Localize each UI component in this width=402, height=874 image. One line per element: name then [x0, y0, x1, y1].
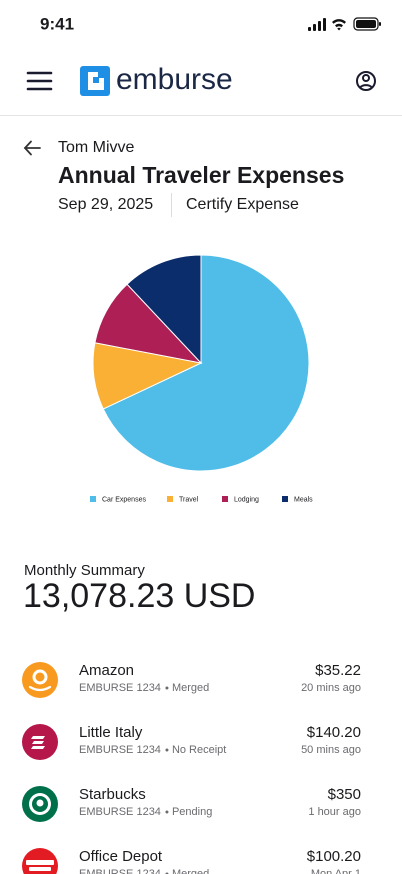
separator-dot: [165, 686, 169, 690]
logo-shape: [32, 669, 48, 685]
separator-dot: [165, 810, 169, 814]
logo-shape: [26, 860, 54, 865]
time-ago: 50 mins ago: [301, 744, 361, 756]
transaction-row[interactable]: Office Depot EMBURSE 1234 Merged $100.20 Mon…: [22, 848, 361, 874]
legend-swatch: [282, 496, 288, 502]
transaction-row[interactable]: Little Italy EMBURSE 1234 No Receipt $140.2…: [22, 724, 361, 760]
summary-amount: 13,078.23 USD: [23, 577, 256, 615]
pie-chart: [92, 254, 310, 472]
legend-swatch: [222, 496, 228, 502]
report-date: Sep 29, 2025: [58, 196, 153, 213]
transaction-list: Amazon EMBURSE 1234 Merged $35.22 20 mins ag…: [22, 662, 361, 874]
pie-slice: [102, 254, 310, 472]
amount: $350: [328, 786, 361, 803]
receipt-status: Pending: [172, 806, 212, 818]
time-ago: 20 mins ago: [301, 682, 361, 694]
profile-button[interactable]: [356, 71, 376, 91]
amount: $35.22: [315, 662, 361, 679]
merchant-name: Little Italy: [79, 724, 143, 741]
legend-swatch: [167, 496, 173, 502]
time-ago: 1 hour ago: [308, 806, 361, 818]
status-icons: [308, 17, 381, 31]
card-account: EMBURSE 1234: [79, 744, 161, 756]
separator-dot: [165, 748, 169, 752]
legend-label: Car Expenses: [102, 496, 146, 503]
amount: $100.20: [307, 848, 361, 865]
merchant-name: Amazon: [79, 662, 134, 679]
legend: Car Expenses Travel Lodging Meals: [90, 496, 313, 503]
merchant-logo: [22, 662, 58, 698]
legend-label: Meals: [294, 496, 313, 503]
logo-shape: [28, 685, 52, 692]
certify-expense[interactable]: Certify Expense: [186, 196, 299, 213]
legend-swatch: [90, 496, 96, 502]
report-title: Annual Traveler Expenses: [58, 162, 344, 188]
summary-label: Monthly Summary: [24, 562, 145, 579]
logo-shape: [31, 736, 45, 749]
back-button[interactable]: [23, 140, 41, 156]
card-account: EMBURSE 1234: [79, 868, 161, 874]
legend-label: Travel: [179, 496, 199, 503]
logo-shape: [36, 799, 44, 807]
card-account: EMBURSE 1234: [79, 806, 161, 818]
brand-logo: [80, 66, 110, 96]
transaction-row[interactable]: Starbucks EMBURSE 1234 Pending $350 1 hour a…: [22, 786, 361, 822]
amount: $140.20: [307, 724, 361, 741]
logo-shape: [29, 867, 51, 871]
status-time: 9:41: [40, 14, 74, 33]
receipt-status: No Receipt: [172, 744, 226, 756]
receipt-status: Merged: [172, 868, 209, 874]
report-owner: Tom Mivve: [58, 139, 135, 156]
card-account: EMBURSE 1234: [79, 682, 161, 694]
time-ago: Mon Apr 1: [311, 868, 361, 874]
receipt-status: Merged: [172, 682, 209, 694]
merchant-name: Starbucks: [79, 786, 146, 803]
merchant-name: Office Depot: [79, 848, 163, 865]
legend-label: Lodging: [234, 496, 259, 503]
transaction-row[interactable]: Amazon EMBURSE 1234 Merged $35.22 20 mins ag…: [22, 662, 361, 698]
pie-slice: [126, 254, 202, 365]
menu-button[interactable]: [26, 71, 53, 91]
brand-name: emburse: [116, 63, 233, 96]
